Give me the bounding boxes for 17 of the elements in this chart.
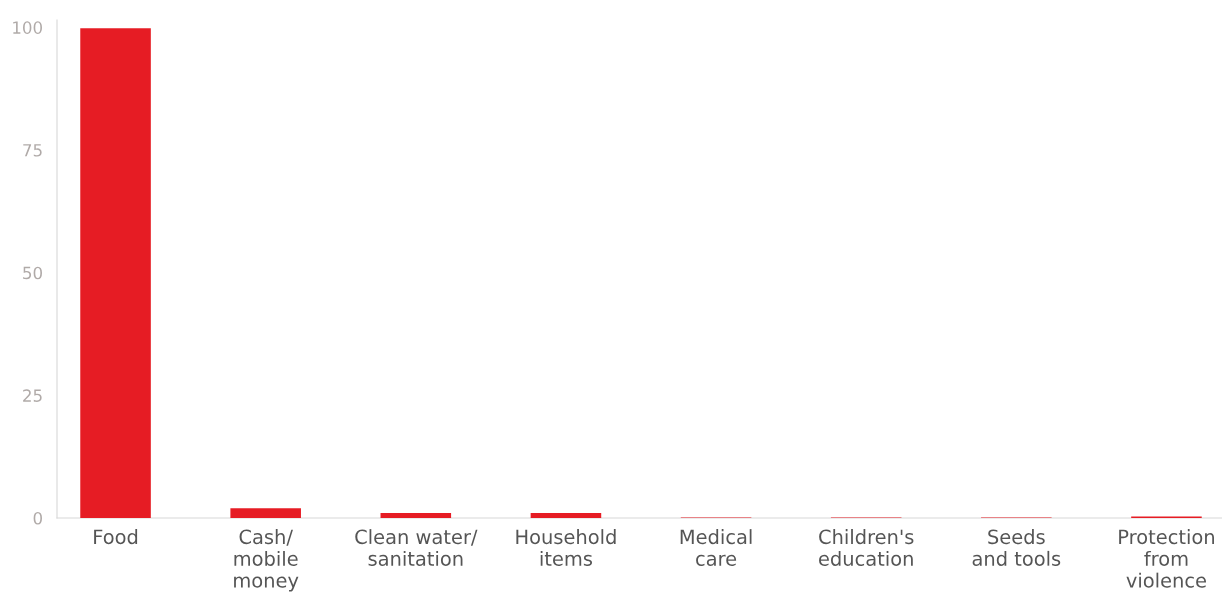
x-tick-label: Cash/ mobile money bbox=[234, 529, 299, 592]
x-tick-label: Household items bbox=[516, 529, 616, 566]
y-tick-label: 100 bbox=[13, 21, 42, 34]
x-tick-label: Food bbox=[94, 529, 138, 545]
y-tick-label: 75 bbox=[23, 144, 42, 157]
bar bbox=[380, 513, 452, 518]
y-tick-label: 0 bbox=[33, 511, 42, 525]
x-tick-label: Seeds and tools bbox=[972, 529, 1061, 566]
x-tick-label: Medical care bbox=[680, 529, 752, 566]
bar bbox=[530, 513, 602, 518]
x-tick-label: Children's education bbox=[819, 529, 914, 566]
bar bbox=[230, 508, 301, 518]
y-tick-label: 25 bbox=[23, 389, 42, 402]
bar bbox=[80, 28, 151, 518]
x-tick-label: Protection from violence bbox=[1119, 529, 1214, 588]
y-tick-label: 50 bbox=[23, 266, 42, 280]
x-tick-label: Clean water/ sanitation bbox=[355, 529, 478, 566]
